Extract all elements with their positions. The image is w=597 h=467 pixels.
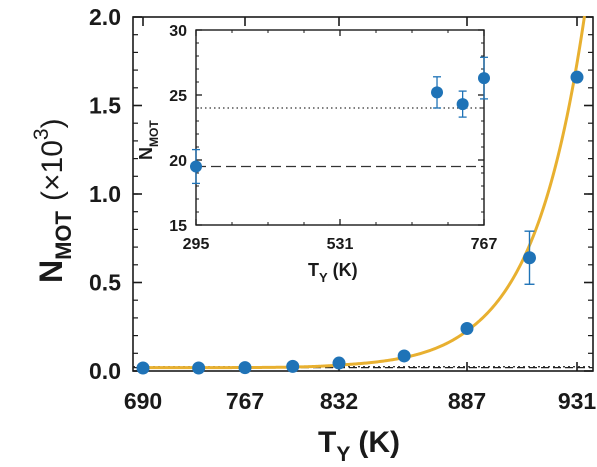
y-tick-label: 1.5: [89, 93, 121, 119]
main-data-points: [136, 70, 584, 375]
y-tick-label: 0.5: [89, 270, 121, 296]
y-tick-label: 1.0: [89, 181, 121, 207]
inset-x-title-subscript: Y: [319, 270, 328, 285]
y-title-close: ): [36, 118, 69, 128]
inset-data-point: [190, 160, 202, 173]
main-y-axis-title: NMOT (×103): [30, 118, 76, 283]
x-title-symbol: T: [318, 426, 336, 459]
data-point: [192, 361, 206, 375]
inset-ticks: 15 20 25 30 295 531 767: [169, 23, 497, 253]
inset-y-tick-label: 30: [169, 23, 187, 40]
inset-y-axis-title: NMOT: [136, 120, 161, 160]
x-tick-label: 931: [558, 388, 597, 414]
y-title-factor: (×10: [36, 140, 69, 201]
inset-y-tick-label: 15: [169, 218, 187, 235]
y-title-symbol: N: [33, 260, 69, 283]
inset-data-point: [478, 72, 490, 85]
inset-y-tick-label: 20: [169, 153, 187, 170]
main-ticks: 0.0 0.5 1.0 1.5 2.0 690 767 832 887 931: [89, 4, 596, 414]
inset-x-title-unit: (K): [333, 260, 358, 280]
y-tick-label: 2.0: [89, 4, 121, 30]
inset-y-tick-label: 25: [169, 88, 187, 105]
inset-data-point: [456, 98, 469, 111]
inset-y-title-subscript: MOT: [147, 120, 161, 147]
x-tick-label: 887: [448, 388, 486, 414]
inset-x-title-symbol: T: [308, 260, 319, 280]
data-point: [238, 361, 252, 375]
data-point: [136, 361, 150, 375]
inset-x-axis-title: TY (K): [308, 260, 358, 285]
inset-x-tick-label: 295: [183, 236, 210, 253]
data-point: [332, 356, 346, 370]
x-tick-label: 767: [226, 388, 264, 414]
y-title-subscript: MOT: [51, 210, 76, 259]
x-title-subscript: Y: [336, 443, 350, 466]
inset-data-point: [431, 86, 444, 99]
data-point: [570, 70, 584, 84]
data-point: [460, 322, 474, 336]
inset-background: [196, 30, 484, 225]
inset-x-tick-label: 531: [327, 236, 354, 253]
inset-y-title-symbol: N: [136, 147, 156, 160]
data-point: [286, 359, 300, 373]
y-tick-label: 0.0: [89, 358, 121, 384]
x-title-unit: (K): [358, 426, 400, 459]
x-tick-label: 832: [320, 388, 358, 414]
main-x-axis-title: TY (K): [318, 426, 400, 466]
x-tick-label: 690: [124, 388, 162, 414]
data-point: [523, 251, 536, 265]
y-title-exponent: 3: [30, 128, 53, 140]
data-point: [397, 349, 411, 363]
inset-data-points: [190, 56, 490, 185]
inset-x-tick-label: 767: [471, 236, 498, 253]
